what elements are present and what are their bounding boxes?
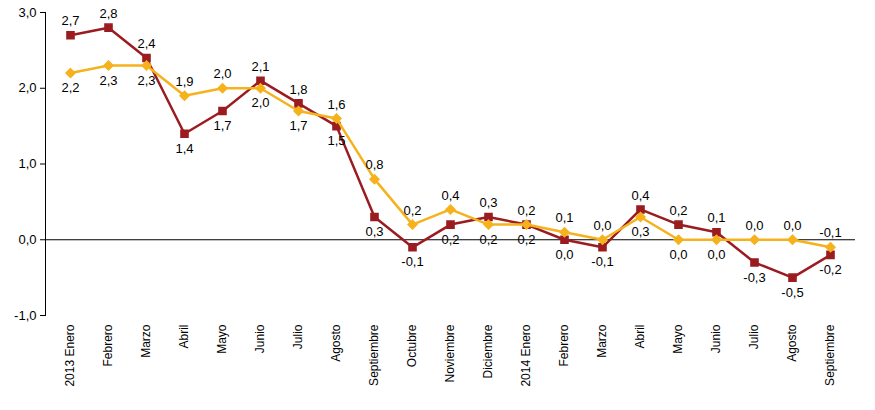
svg-text:2,8: 2,8 — [99, 6, 117, 21]
svg-text:0,8: 0,8 — [365, 157, 383, 172]
svg-text:1,4: 1,4 — [175, 141, 193, 156]
svg-text:0,3: 0,3 — [479, 195, 497, 210]
svg-text:Abril: Abril — [177, 325, 191, 349]
svg-text:2,3: 2,3 — [137, 73, 155, 88]
svg-text:0,0: 0,0 — [745, 218, 763, 233]
svg-text:Agosto: Agosto — [785, 324, 799, 362]
svg-text:1,7: 1,7 — [213, 118, 231, 133]
svg-text:0,2: 0,2 — [479, 232, 497, 247]
svg-text:2,2: 2,2 — [61, 80, 79, 95]
svg-text:0,0: 0,0 — [555, 247, 573, 262]
svg-text:2,0: 2,0 — [251, 95, 269, 110]
svg-text:Diciembre: Diciembre — [481, 324, 495, 378]
svg-text:2013 Enero: 2013 Enero — [63, 324, 77, 386]
svg-text:Noviembre: Noviembre — [443, 324, 457, 382]
svg-text:Agosto: Agosto — [329, 324, 343, 362]
svg-text:-0,1: -0,1 — [819, 225, 841, 240]
svg-text:Marzo: Marzo — [595, 324, 609, 358]
svg-text:Febrero: Febrero — [101, 324, 115, 366]
svg-text:0,4: 0,4 — [441, 188, 459, 203]
svg-text:0,2: 0,2 — [669, 203, 687, 218]
svg-text:0,3: 0,3 — [631, 224, 649, 239]
svg-text:0,2: 0,2 — [403, 203, 421, 218]
svg-text:1,5: 1,5 — [327, 133, 345, 148]
svg-text:Mayo: Mayo — [215, 324, 229, 354]
svg-text:-0,5: -0,5 — [781, 285, 803, 300]
svg-text:Febrero: Febrero — [557, 324, 571, 366]
svg-text:Julio: Julio — [747, 324, 761, 349]
svg-text:1,9: 1,9 — [175, 74, 193, 89]
svg-text:0,1: 0,1 — [555, 210, 573, 225]
svg-text:0,2: 0,2 — [517, 232, 535, 247]
svg-text:-0,2: -0,2 — [819, 262, 841, 277]
svg-text:0,0: 0,0 — [669, 247, 687, 262]
svg-text:0,0: 0,0 — [783, 218, 801, 233]
svg-text:Julio: Julio — [291, 324, 305, 349]
svg-text:Mayo: Mayo — [671, 324, 685, 354]
svg-text:0,1: 0,1 — [707, 210, 725, 225]
svg-text:0,2: 0,2 — [517, 203, 535, 218]
svg-text:1,0: 1,0 — [18, 156, 36, 171]
svg-text:1,6: 1,6 — [327, 97, 345, 112]
svg-text:Septiembre: Septiembre — [823, 324, 837, 386]
svg-text:Septiembre: Septiembre — [367, 324, 381, 386]
svg-text:0,0: 0,0 — [593, 218, 611, 233]
svg-text:2,0: 2,0 — [18, 80, 36, 95]
svg-text:-0,1: -0,1 — [401, 254, 423, 269]
svg-text:-1,0: -1,0 — [14, 308, 36, 323]
svg-text:1,8: 1,8 — [289, 82, 307, 97]
svg-text:2,7: 2,7 — [61, 13, 79, 28]
svg-text:Octubre: Octubre — [405, 324, 419, 367]
svg-text:2,4: 2,4 — [137, 36, 155, 51]
svg-text:Junio: Junio — [709, 324, 723, 353]
svg-text:2,3: 2,3 — [99, 73, 117, 88]
svg-text:2,0: 2,0 — [213, 66, 231, 81]
svg-text:0,0: 0,0 — [18, 232, 36, 247]
svg-text:-0,1: -0,1 — [591, 254, 613, 269]
svg-text:Abril: Abril — [633, 325, 647, 349]
svg-text:Junio: Junio — [253, 324, 267, 353]
svg-text:Marzo: Marzo — [139, 324, 153, 358]
svg-text:0,2: 0,2 — [441, 232, 459, 247]
svg-text:0,3: 0,3 — [365, 224, 383, 239]
svg-text:0,4: 0,4 — [631, 188, 649, 203]
svg-text:-0,3: -0,3 — [743, 270, 765, 285]
svg-text:3,0: 3,0 — [18, 5, 36, 20]
svg-text:0,0: 0,0 — [707, 247, 725, 262]
svg-text:1,7: 1,7 — [289, 118, 307, 133]
svg-text:2,1: 2,1 — [251, 59, 269, 74]
svg-text:2014 Enero: 2014 Enero — [519, 324, 533, 386]
